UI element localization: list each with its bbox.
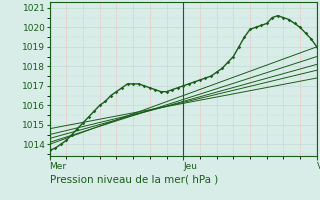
X-axis label: Pression niveau de la mer( hPa ): Pression niveau de la mer( hPa ) (50, 175, 218, 185)
